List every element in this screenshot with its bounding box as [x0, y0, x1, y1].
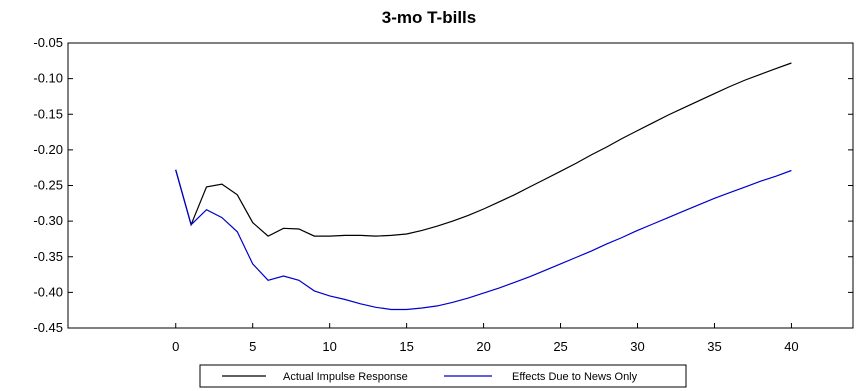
- y-tick-label: -0.25: [33, 178, 63, 193]
- y-tick-label: -0.35: [33, 249, 63, 264]
- x-tick-label: 35: [707, 339, 721, 354]
- legend-label-2: Effects Due to News Only: [512, 371, 638, 383]
- y-tick-label: -0.40: [33, 284, 63, 299]
- chart-title: 3-mo T-bills: [381, 8, 477, 27]
- x-tick-label: 20: [476, 339, 490, 354]
- series-line-2: [175, 169, 792, 311]
- y-tick-label: -0.10: [33, 71, 63, 86]
- x-tick-label: 15: [399, 339, 413, 354]
- x-tick-label: 10: [322, 339, 336, 354]
- y-tick-label: -0.20: [33, 142, 63, 157]
- legend-label-1: Actual Impulse Response: [283, 371, 408, 383]
- y-tick-label: -0.15: [33, 106, 63, 121]
- x-tick-label: 40: [784, 339, 798, 354]
- x-tick-label: 25: [553, 339, 567, 354]
- series-line-1: [175, 62, 792, 237]
- x-tick-label: 30: [630, 339, 644, 354]
- legend-box: [199, 364, 687, 388]
- y-tick-label: -0.30: [33, 213, 63, 228]
- y-tick-label: -0.45: [33, 320, 63, 335]
- x-tick-label: 0: [172, 339, 179, 354]
- y-tick-label: -0.05: [33, 35, 63, 50]
- x-tick-label: 5: [249, 339, 256, 354]
- plot-area-frame: [67, 42, 854, 329]
